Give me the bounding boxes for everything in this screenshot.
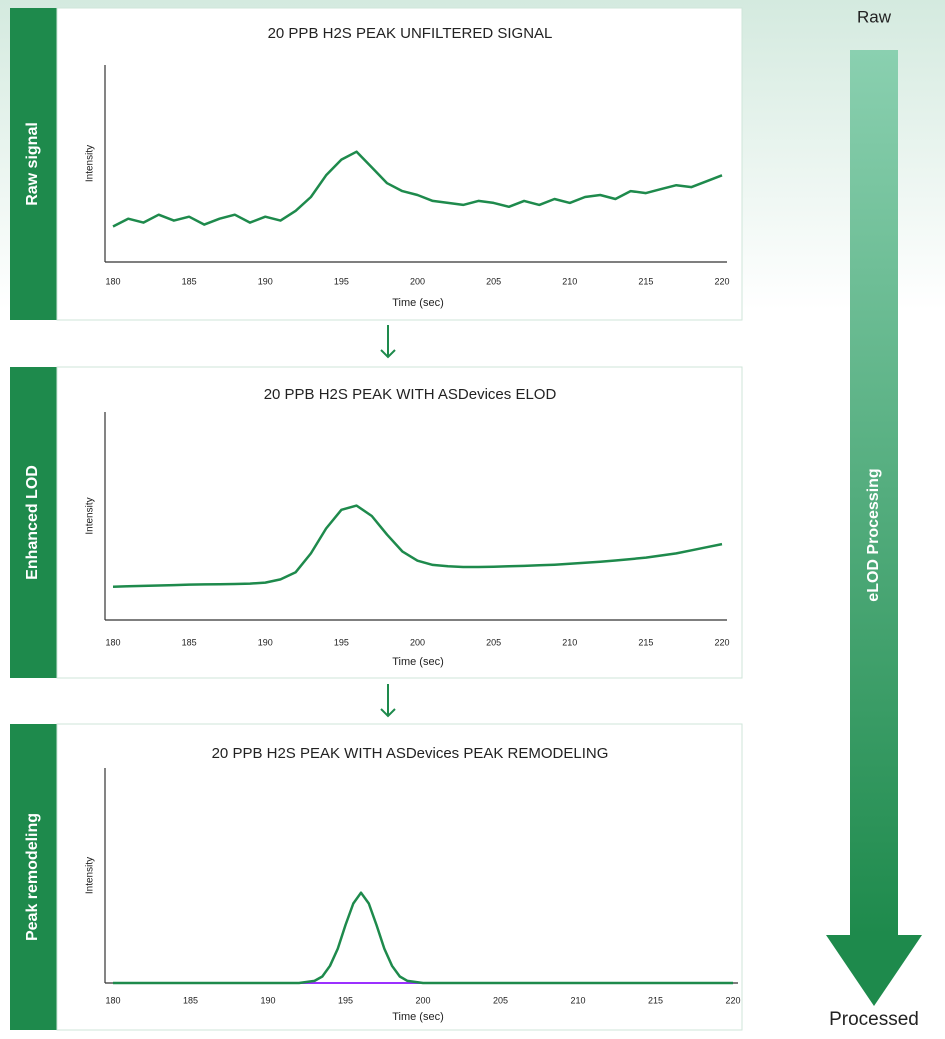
section-strip	[10, 724, 57, 1030]
x-tick-label: 185	[183, 995, 198, 1005]
chart-title: 20 PPB H2S PEAK WITH ASDevices PEAK REMO…	[212, 745, 609, 762]
x-tick-label: 200	[410, 276, 425, 286]
x-tick-label: 195	[334, 637, 349, 647]
x-tick-label: 180	[105, 276, 120, 286]
chart-title: 20 PPB H2S PEAK WITH ASDevices ELOD	[264, 386, 557, 403]
x-tick-label: 215	[638, 637, 653, 647]
x-tick-label: 185	[182, 276, 197, 286]
section-strip	[10, 367, 57, 678]
y-axis-label: Intensity	[85, 145, 96, 182]
chart-panel	[56, 366, 743, 679]
x-tick-label: 205	[486, 276, 501, 286]
x-tick-label: 200	[415, 995, 430, 1005]
section-label: Enhanced LOD	[24, 465, 41, 580]
x-axis-label: Time (sec)	[392, 656, 444, 668]
section-strip	[10, 8, 57, 320]
x-tick-label: 205	[493, 995, 508, 1005]
chart-panel	[56, 7, 743, 321]
flow-end: Processed	[829, 1009, 919, 1030]
step-arrow	[380, 684, 396, 718]
flow-arrow-head	[826, 935, 922, 1006]
x-tick-label: 190	[258, 276, 273, 286]
section-label: Peak remodeling	[24, 813, 41, 941]
x-tick-label: 210	[562, 637, 577, 647]
x-tick-label: 190	[260, 995, 275, 1005]
data-line	[112, 150, 723, 228]
chart-title: 20 PPB H2S PEAK UNFILTERED SIGNAL	[268, 25, 553, 42]
x-axis-label: Time (sec)	[392, 1011, 444, 1023]
flow-arrow-shaft	[850, 50, 898, 936]
x-tick-label: 180	[105, 995, 120, 1005]
x-tick-label: 220	[725, 995, 740, 1005]
section-label: Raw signal	[24, 122, 41, 206]
x-tick-label: 190	[258, 637, 273, 647]
x-tick-label: 200	[410, 637, 425, 647]
x-tick-label: 220	[714, 637, 729, 647]
x-tick-label: 215	[638, 276, 653, 286]
flow-start: Raw	[857, 7, 892, 26]
x-tick-label: 215	[648, 995, 663, 1005]
x-tick-label: 195	[334, 276, 349, 286]
x-tick-label: 185	[182, 637, 197, 647]
x-tick-label: 210	[570, 995, 585, 1005]
flow-label: eLOD Processing	[865, 468, 882, 601]
chart-panel	[56, 723, 743, 1031]
x-axis-label: Time (sec)	[392, 297, 444, 309]
x-tick-label: 220	[714, 276, 729, 286]
x-tick-label: 210	[562, 276, 577, 286]
step-arrow	[380, 325, 396, 359]
y-axis-label: Intensity	[85, 497, 96, 534]
data-line	[112, 504, 723, 588]
x-tick-label: 195	[338, 995, 353, 1005]
y-axis-label: Intensity	[85, 857, 96, 894]
data-line	[113, 891, 733, 985]
x-tick-label: 180	[105, 637, 120, 647]
x-tick-label: 205	[486, 637, 501, 647]
